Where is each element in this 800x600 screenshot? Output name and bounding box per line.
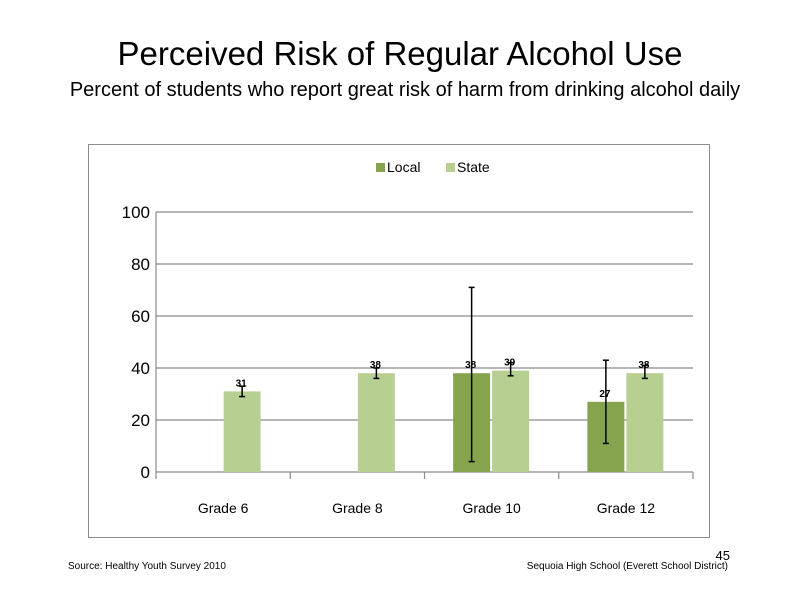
slide-title: Perceived Risk of Regular Alcohol Use [117,35,683,72]
slide-subtitle: Percent of students who report great ris… [69,79,741,101]
bar-state-grade-6 [223,391,261,472]
source-note: Source: Healthy Youth Survey 2010 [68,561,226,572]
bar-state-grade-8 [357,373,395,472]
bar-state-grade-10 [492,370,530,472]
bar-state-grade-12 [626,373,664,472]
data-label: 39 [504,358,516,369]
legend-swatch-state [446,163,455,172]
school-name: Sequoia High School (Everett School Dist… [526,561,728,572]
x-category-label: Grade 6 [198,500,249,516]
data-label: 38 [370,360,382,371]
x-category-label: Grade 8 [332,500,383,516]
legend-label-local: Local [387,159,420,175]
page-number: 45 [715,548,730,563]
legend-swatch-local [376,163,385,172]
x-category-label: Grade 12 [597,500,656,516]
bar-chart: 0 20 40 60 80 100 38 27 31 38 39 38 Grade 6 Grade 8 Gr… [122,159,694,516]
data-label: 31 [236,378,248,389]
y-tick-label: 100 [122,203,150,222]
legend-label-state: State [457,159,490,175]
y-tick-label: 20 [131,411,150,430]
y-tick-label: 0 [141,463,150,482]
data-label: 27 [599,389,611,400]
y-tick-label: 40 [131,359,150,378]
y-tick-label: 60 [131,307,150,326]
data-label: 38 [638,360,650,371]
x-category-label: Grade 10 [462,500,521,516]
data-label: 38 [465,360,477,371]
y-tick-label: 80 [131,255,150,274]
chart-frame: 0 20 40 60 80 100 38 27 31 38 39 38 Grade 6 Grade 8 Gr… [88,144,710,538]
